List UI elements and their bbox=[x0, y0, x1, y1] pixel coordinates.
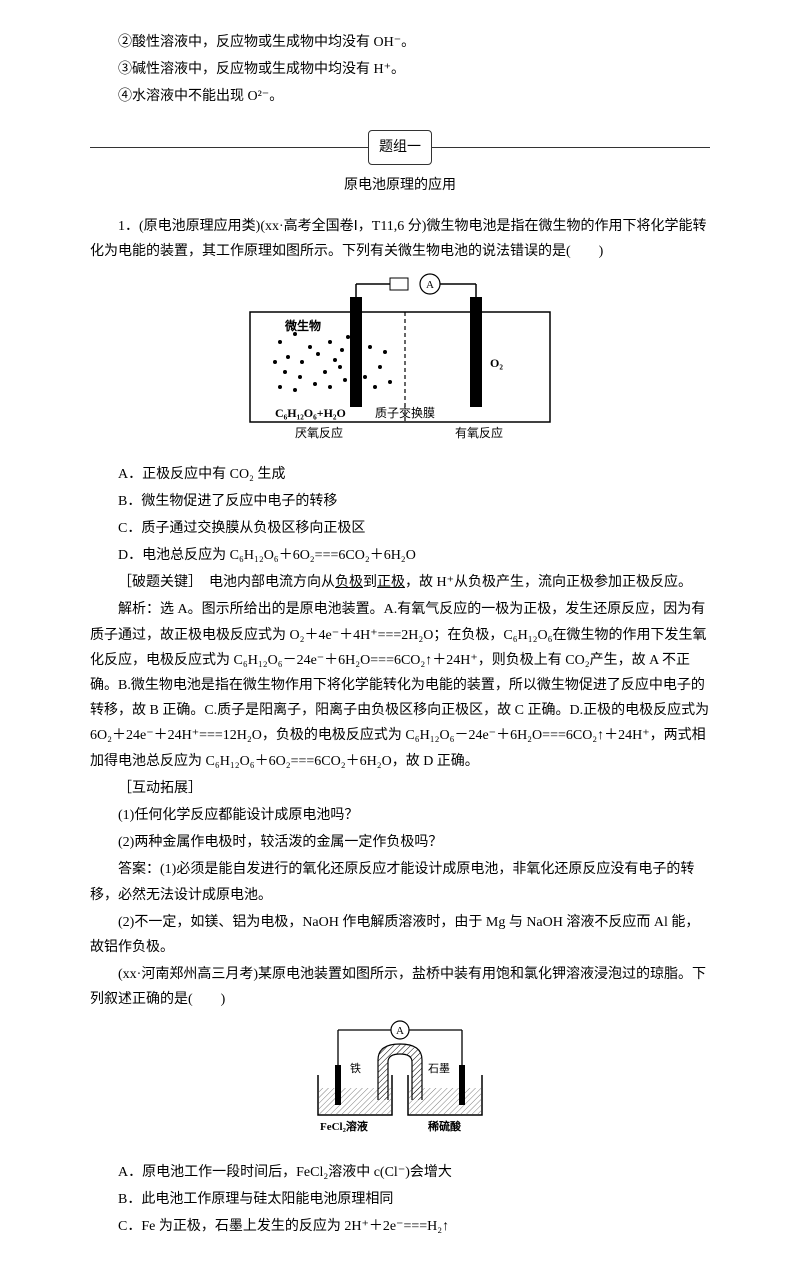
ammeter-label-2: A bbox=[396, 1025, 404, 1037]
q1-opt-a: A．正极反应中有 CO₂ 生成 bbox=[90, 462, 710, 487]
left-electrode-label: 铁 bbox=[350, 1062, 361, 1075]
section-subtitle: 原电池原理的应用 bbox=[90, 173, 710, 198]
q2-opt-c: C．Fe 为正极，石墨上发生的反应为 2H⁺＋2e⁻===H₂↑ bbox=[90, 1214, 710, 1239]
left-reaction: 厌氧反应 bbox=[295, 425, 343, 440]
ext-title: ［互动拓展］ bbox=[90, 776, 710, 801]
q2-opt-a: A．原电池工作一段时间后，FeCl₂溶液中 c(Cl⁻)会增大 bbox=[90, 1160, 710, 1185]
salt-bridge-diagram: A 铁 石墨 FeCl₂溶液 稀硫酸 bbox=[300, 1020, 500, 1140]
right-electrode-label: 石墨 bbox=[428, 1062, 450, 1075]
o2-label: O₂ bbox=[490, 356, 503, 370]
ext-ans2: (2)不一定，如镁、铝为电极，NaOH 作电解质溶液时，由于 Mg 与 NaOH… bbox=[90, 910, 710, 960]
microbe-label: 微生物 bbox=[284, 318, 321, 333]
left-solution-label: FeCl₂溶液 bbox=[320, 1119, 369, 1133]
membrane-label: 质子交换膜 bbox=[375, 405, 435, 420]
key-suffix: ，故 H⁺从负极产生，流向正极参加正极反应。 bbox=[405, 575, 692, 590]
ext-q2: (2)两种金属作电极时，较活泼的金属一定作负极吗？ bbox=[90, 830, 710, 855]
q1-opt-b: B．微生物促进了反应中电子的转移 bbox=[90, 489, 710, 514]
section-title: 题组一 bbox=[90, 130, 710, 165]
key-prefix: ［破题关键］ 电池内部电流方向从 bbox=[118, 575, 335, 590]
key-underline-2: 正极 bbox=[377, 575, 405, 590]
note-3: ③碱性溶液中，反应物或生成物中均没有 H⁺。 bbox=[90, 57, 710, 82]
q1-opt-d: D．电池总反应为 C₆H₁₂O₆＋6O₂===6CO₂＋6H₂O bbox=[90, 543, 710, 568]
ammeter-label: A bbox=[426, 279, 434, 291]
q2-stem: (xx·河南郑州高三月考)某原电池装置如图所示，盐桥中装有用饱和氯化钾溶液浸泡过… bbox=[90, 962, 710, 1012]
right-solution-label: 稀硫酸 bbox=[428, 1119, 462, 1133]
microbe-cell-diagram: A 微生物 O₂ C₆H₁₂O₆+H₂O 质子交换膜 厌氧反应 有氧反应 bbox=[240, 272, 560, 442]
right-reaction: 有氧反应 bbox=[455, 425, 503, 440]
ext-ans1: 答案：(1)必须是能自发进行的氧化还原反应才能设计成原电池，非氧化还原反应没有电… bbox=[90, 857, 710, 907]
q1-analysis: 解析：选 A。图示所给出的是原电池装置。A.有氧气反应的一极为正极，发生还原反应… bbox=[90, 597, 710, 773]
figure-1: A 微生物 O₂ C₆H₁₂O₆+H₂O 质子交换膜 厌氧反应 有氧反应 bbox=[90, 272, 710, 451]
q2-opt-b: B．此电池工作原理与硅太阳能电池原理相同 bbox=[90, 1187, 710, 1212]
q1-stem: 1．(原电池原理应用类)(xx·高考全国卷Ⅰ，T11,6 分)微生物电池是指在微… bbox=[90, 214, 710, 264]
key-underline-1: 负极 bbox=[335, 575, 363, 590]
note-2: ②酸性溶液中，反应物或生成物中均没有 OH⁻。 bbox=[90, 30, 710, 55]
left-formula: C₆H₁₂O₆+H₂O bbox=[275, 406, 346, 420]
note-4: ④水溶液中不能出现 O²⁻。 bbox=[90, 84, 710, 109]
q1-opt-c: C．质子通过交换膜从负极区移向正极区 bbox=[90, 516, 710, 541]
key-mid: 到 bbox=[363, 575, 377, 590]
figure-2: A 铁 石墨 FeCl₂溶液 稀硫酸 bbox=[90, 1020, 710, 1149]
section-title-text: 题组一 bbox=[368, 130, 432, 165]
ext-q1: (1)任何化学反应都能设计成原电池吗？ bbox=[90, 803, 710, 828]
q1-key: ［破题关键］ 电池内部电流方向从负极到正极，故 H⁺从负极产生，流向正极参加正极… bbox=[90, 570, 710, 595]
